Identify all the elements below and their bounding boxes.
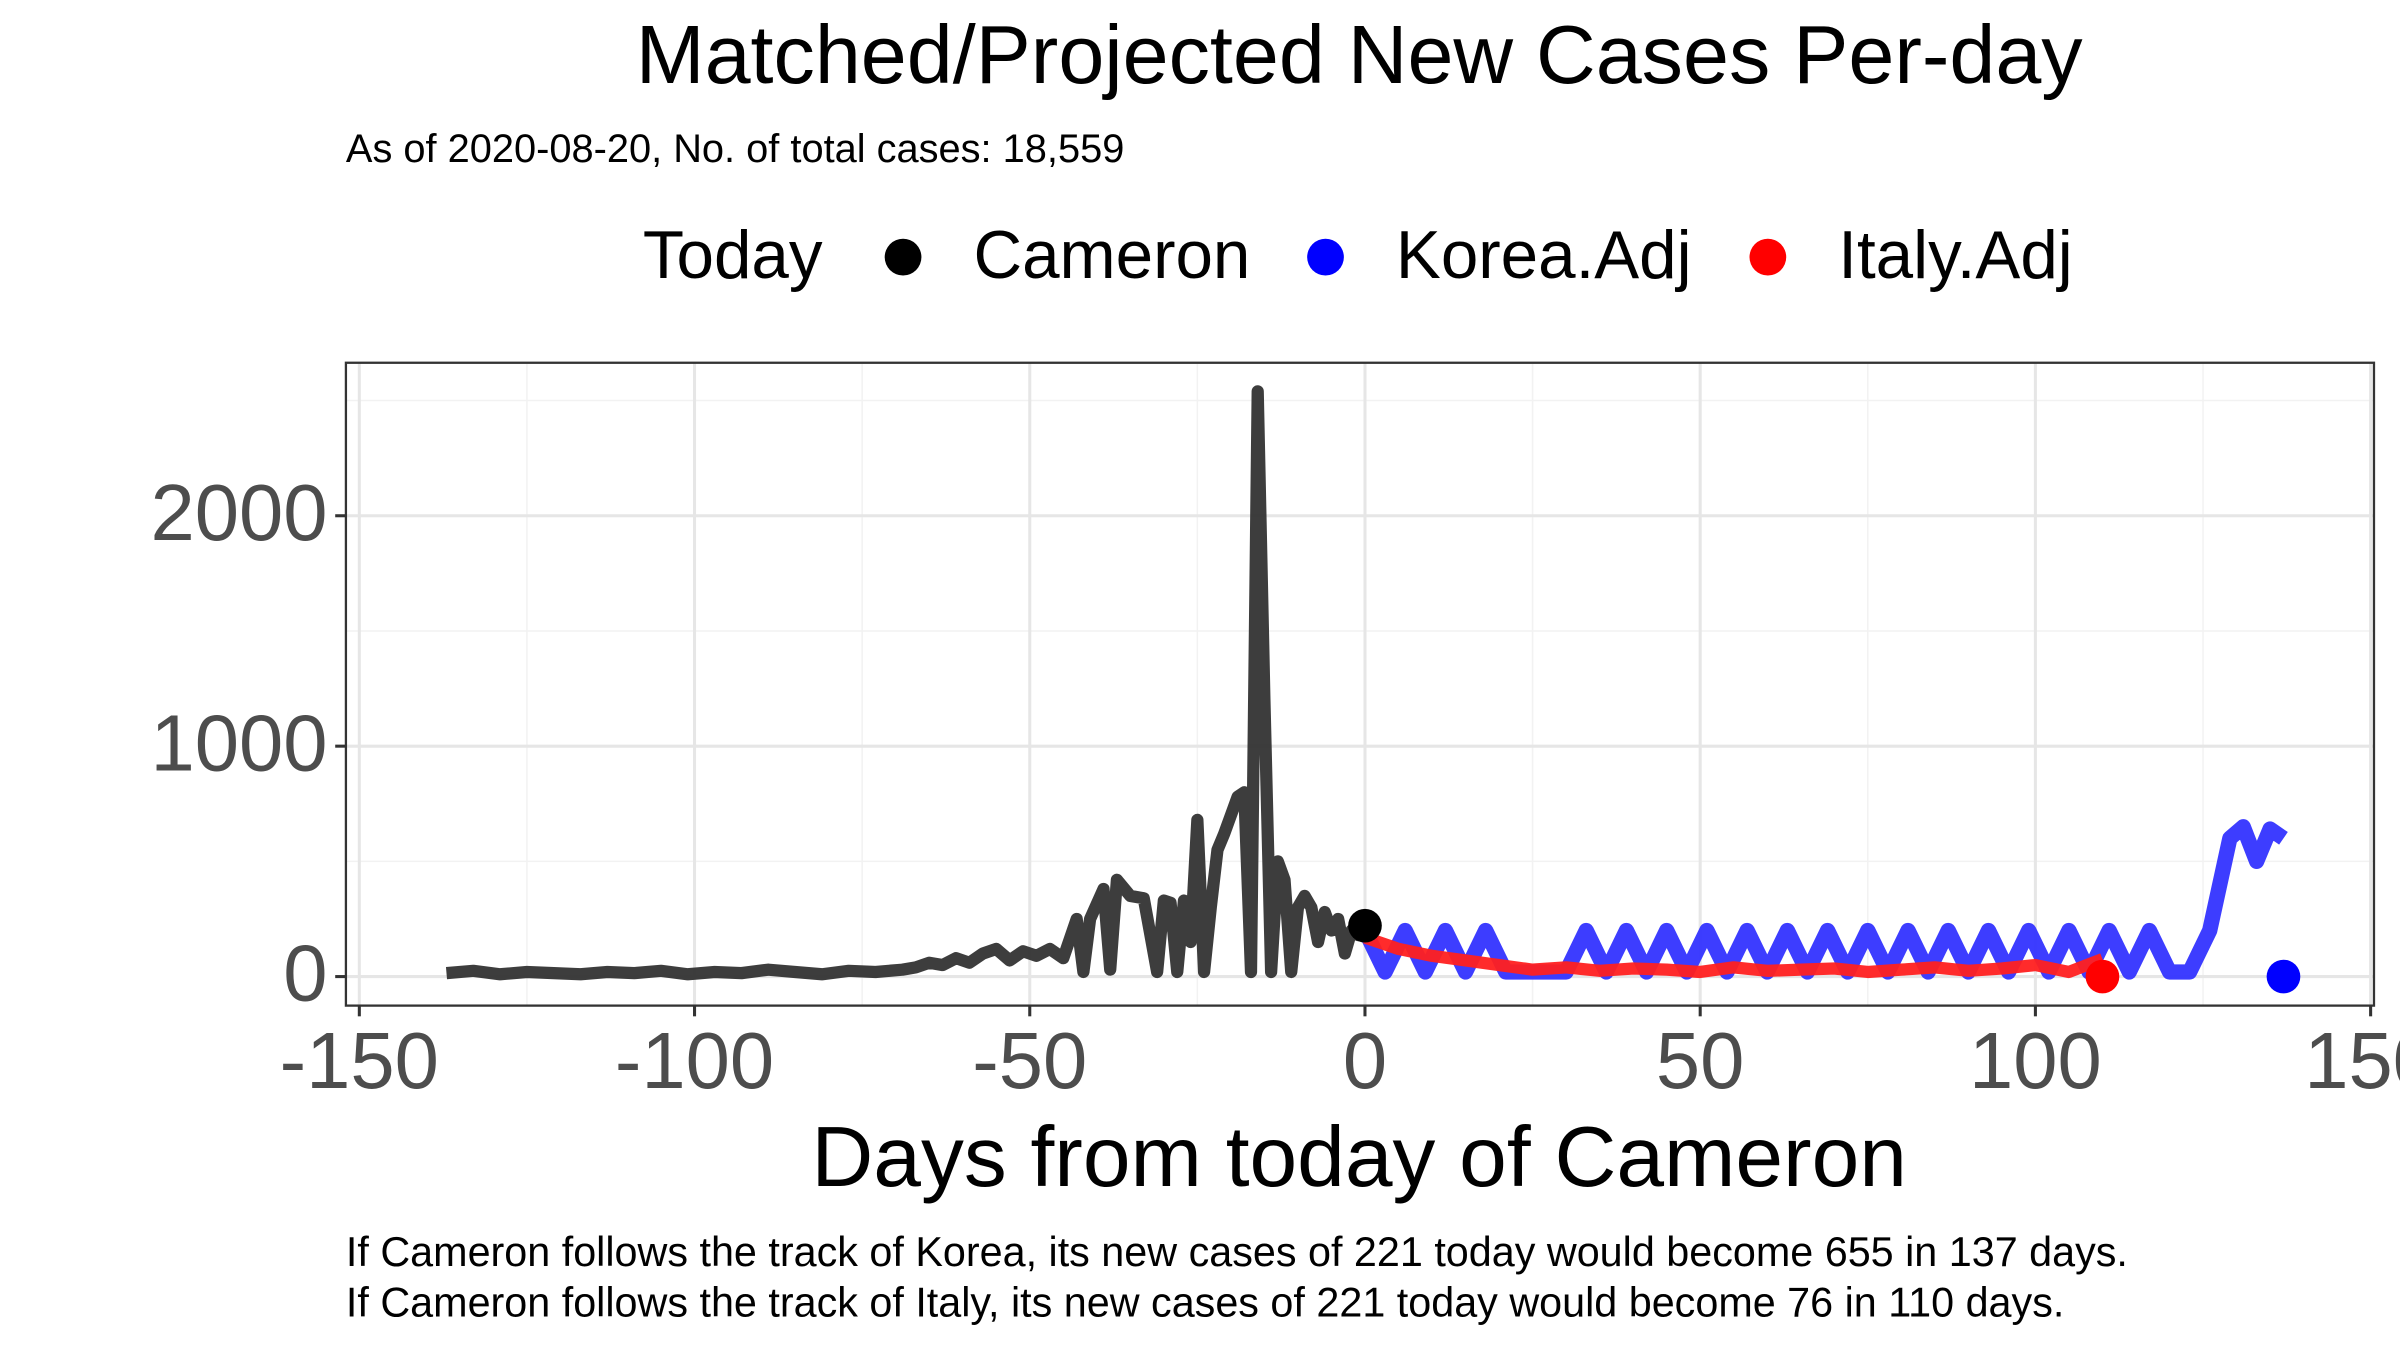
legend-label: Italy.Adj: [1838, 218, 2072, 293]
x-tick-label: 50: [1656, 1016, 1745, 1105]
x-tick-label: 100: [1969, 1016, 2102, 1105]
today-point: [2085, 959, 2120, 994]
x-tick-label: -100: [615, 1016, 774, 1105]
y-tick-label: 0: [283, 929, 327, 1018]
x-tick-label: 0: [1343, 1016, 1387, 1105]
series-line: [445, 385, 1370, 981]
y-tick-label: 2000: [151, 468, 328, 557]
legend-marker: [1307, 238, 1344, 276]
legend-marker: [1749, 238, 1787, 276]
series-line: [1362, 931, 2105, 979]
x-tick-label: -150: [280, 1016, 439, 1105]
legend-marker: [884, 238, 922, 276]
plot-background: [345, 362, 2374, 1006]
x-tick-label: -50: [972, 1016, 1087, 1105]
today-point: [1348, 908, 1382, 943]
chart-title: Matched/Projected New Cases Per-day: [636, 8, 2084, 101]
subtitle: As of 2020-08-20, No. of total cases: 18…: [346, 127, 1124, 171]
legend-label: Korea.Adj: [1396, 218, 1692, 293]
legend-label: Cameron: [973, 218, 1250, 293]
note: If Cameron follows the track of Korea, i…: [346, 1229, 2128, 1275]
plot-border: [344, 361, 2376, 1007]
note: If Cameron follows the track of Italy, i…: [346, 1280, 2064, 1326]
x-tick-label: 150: [2304, 1016, 2400, 1105]
x-axis-label: Days from today of Cameron: [811, 1109, 1907, 1205]
legend-title: Today: [643, 218, 823, 293]
today-point: [2266, 959, 2301, 994]
y-tick-label: 1000: [151, 698, 328, 787]
